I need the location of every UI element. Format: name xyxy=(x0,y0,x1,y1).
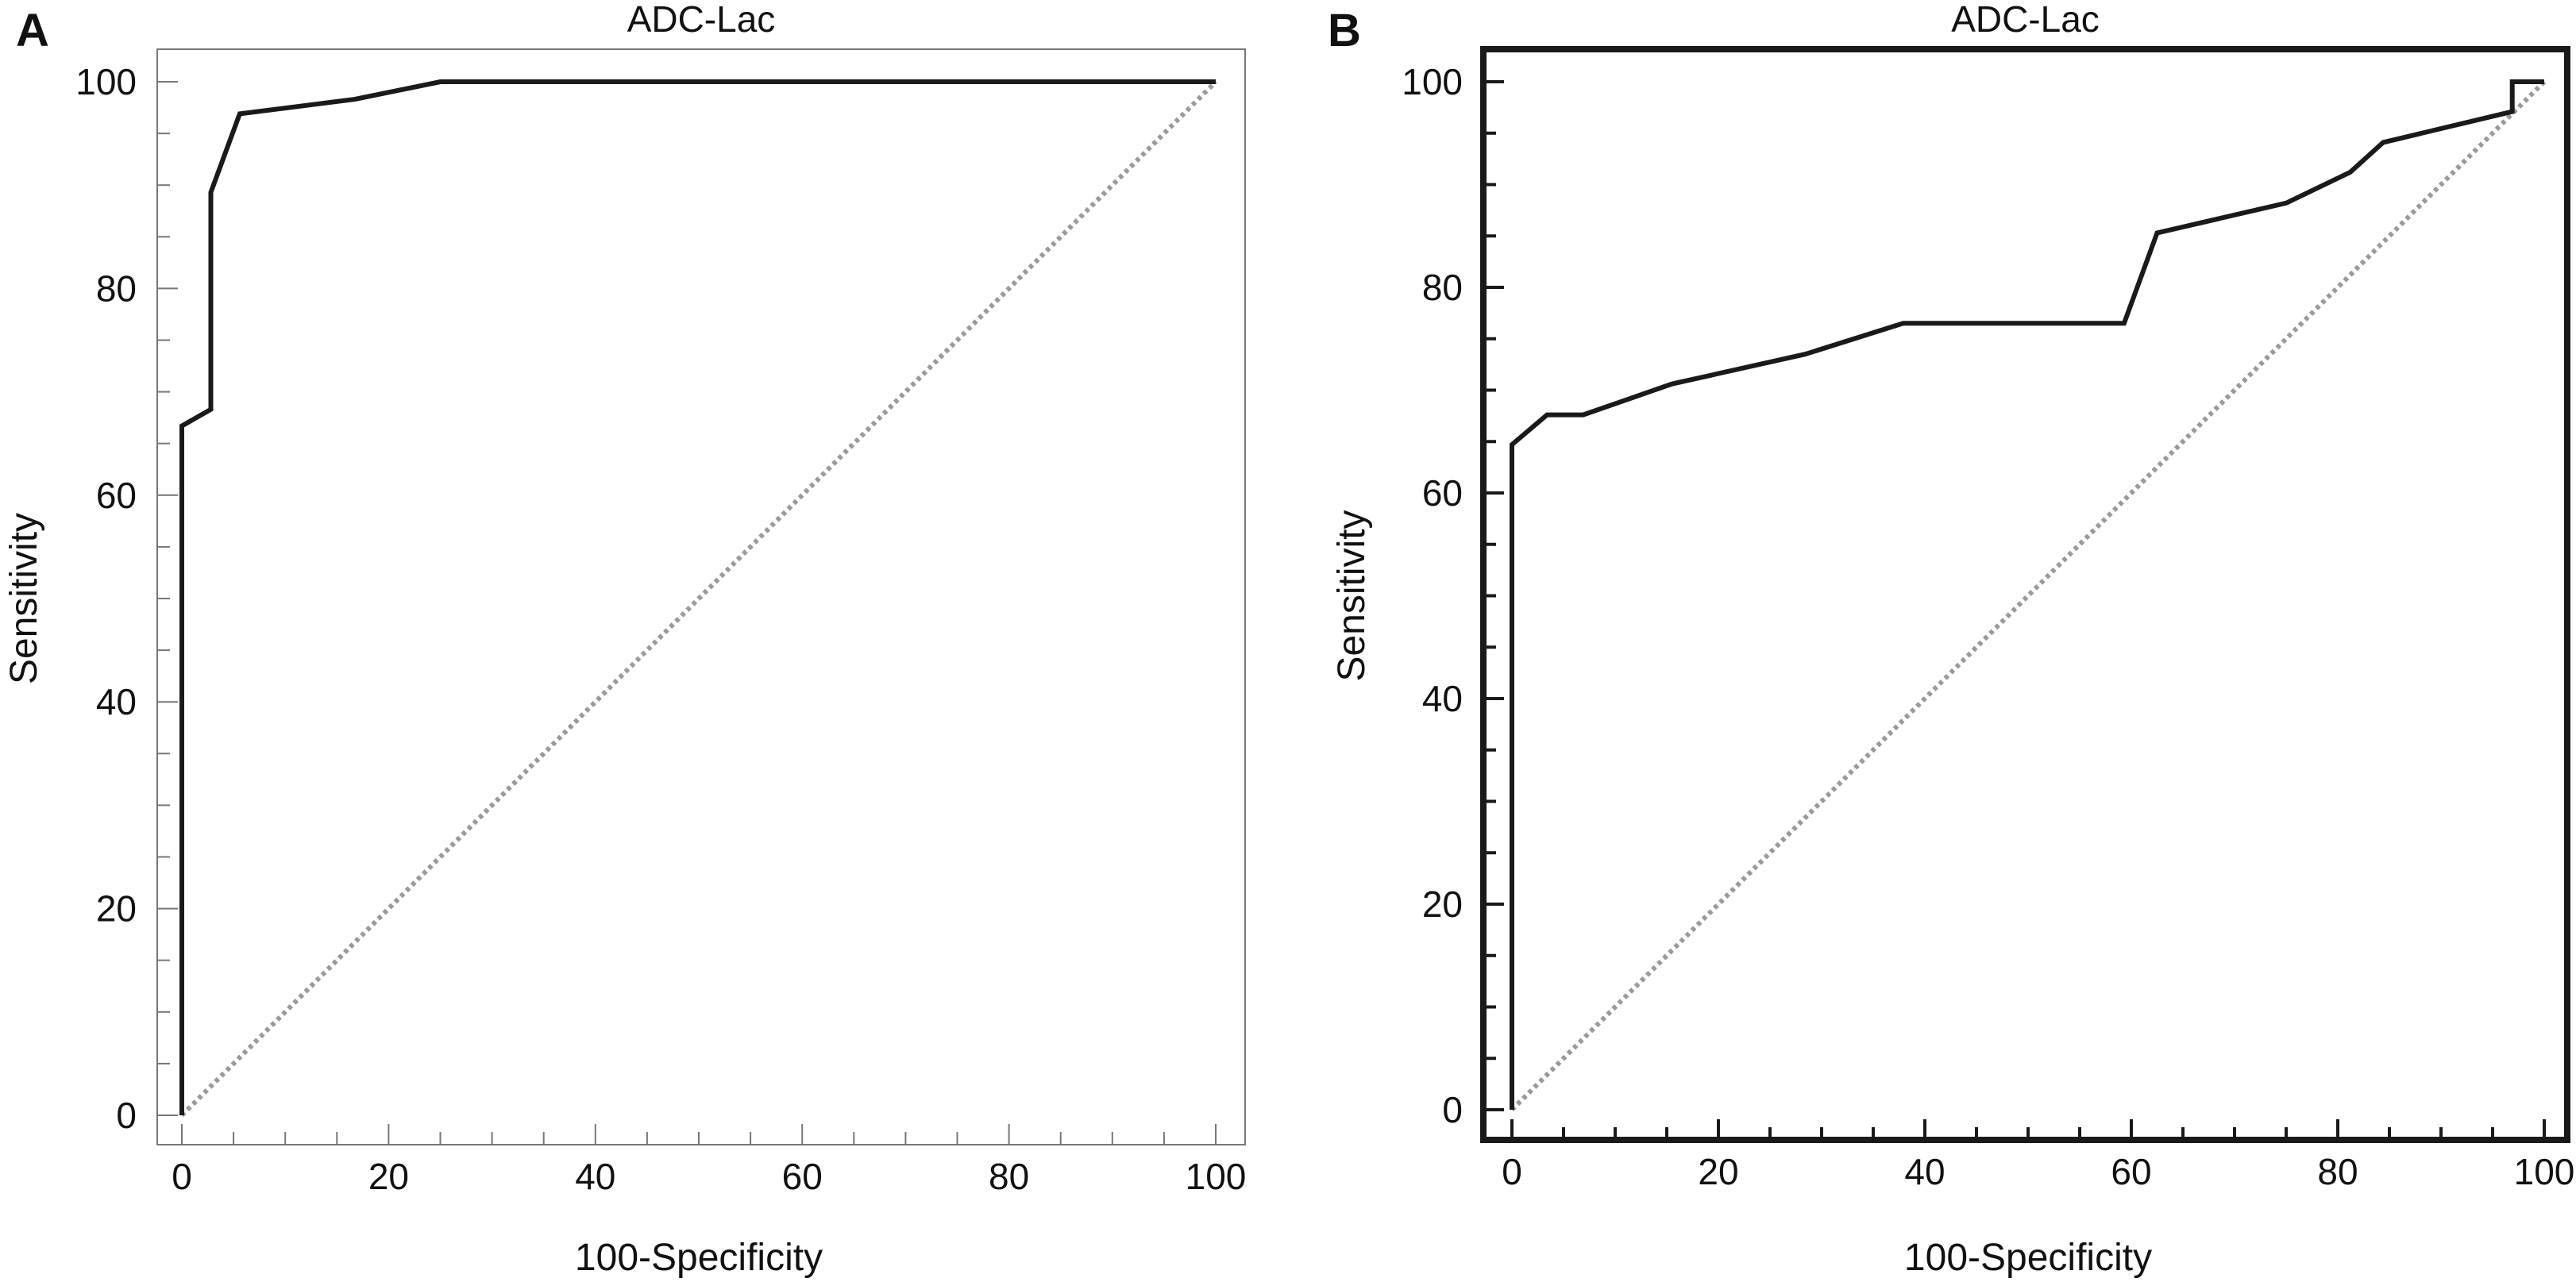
x-tick-label: 100 xyxy=(2514,1151,2575,1192)
x-axis-label: 100-Specificity xyxy=(1904,1237,2152,1279)
y-axis-label: Sensitivity xyxy=(1331,510,1373,681)
y-tick-label: 60 xyxy=(1422,472,1463,514)
x-tick-label: 40 xyxy=(1904,1151,1945,1192)
roc-curve-line xyxy=(179,79,1216,1115)
y-tick-label: 40 xyxy=(1422,678,1463,719)
y-tick-label: 100 xyxy=(1402,61,1463,102)
x-tick-label: 0 xyxy=(1502,1151,1522,1192)
x-tick-label: 20 xyxy=(1698,1151,1738,1192)
roc-curve-line xyxy=(1510,79,2544,1110)
reference-diagonal-line xyxy=(179,79,1218,1118)
y-tick-label: 80 xyxy=(96,268,137,309)
chart-title: ADC-Lac xyxy=(1951,0,2100,40)
x-axis-label: 100-Specificity xyxy=(575,1237,823,1279)
chart-panel-a: A ADC-Lac 100-Specificity Sensitivity 0 20 40 6… xyxy=(3,0,1246,1279)
y-tick-label: 0 xyxy=(116,1095,137,1136)
y-tick-label: 0 xyxy=(1442,1089,1463,1130)
reference-diagonal-line xyxy=(1510,79,2547,1112)
chart-title: ADC-Lac xyxy=(627,0,776,40)
x-tick-label: 20 xyxy=(368,1156,409,1197)
y-tick-label: 80 xyxy=(1422,267,1463,308)
panel-label: A xyxy=(16,5,49,56)
x-tick-label: 100 xyxy=(1186,1156,1247,1197)
panel-label: B xyxy=(1328,5,1361,56)
y-tick-label: 100 xyxy=(75,61,137,102)
y-axis-label: Sensitivity xyxy=(3,513,45,684)
chart-panel-b: B ADC-Lac 100-Specificity Sensitivity 0 20 40 6… xyxy=(1328,0,2574,1279)
x-tick-label: 80 xyxy=(989,1156,1029,1197)
x-tick-label: 80 xyxy=(2317,1151,2358,1192)
plot-frame xyxy=(1480,46,2570,1143)
x-tick-label: 0 xyxy=(172,1156,192,1197)
plot-frame xyxy=(156,48,1246,1145)
x-tick-label: 40 xyxy=(575,1156,615,1197)
y-tick-label: 20 xyxy=(96,888,137,930)
x-tick-label: 60 xyxy=(782,1156,823,1197)
y-tick-label: 20 xyxy=(1422,884,1463,925)
x-tick-label: 60 xyxy=(2111,1151,2151,1192)
y-tick-label: 40 xyxy=(96,681,137,722)
y-tick-label: 60 xyxy=(96,475,137,516)
